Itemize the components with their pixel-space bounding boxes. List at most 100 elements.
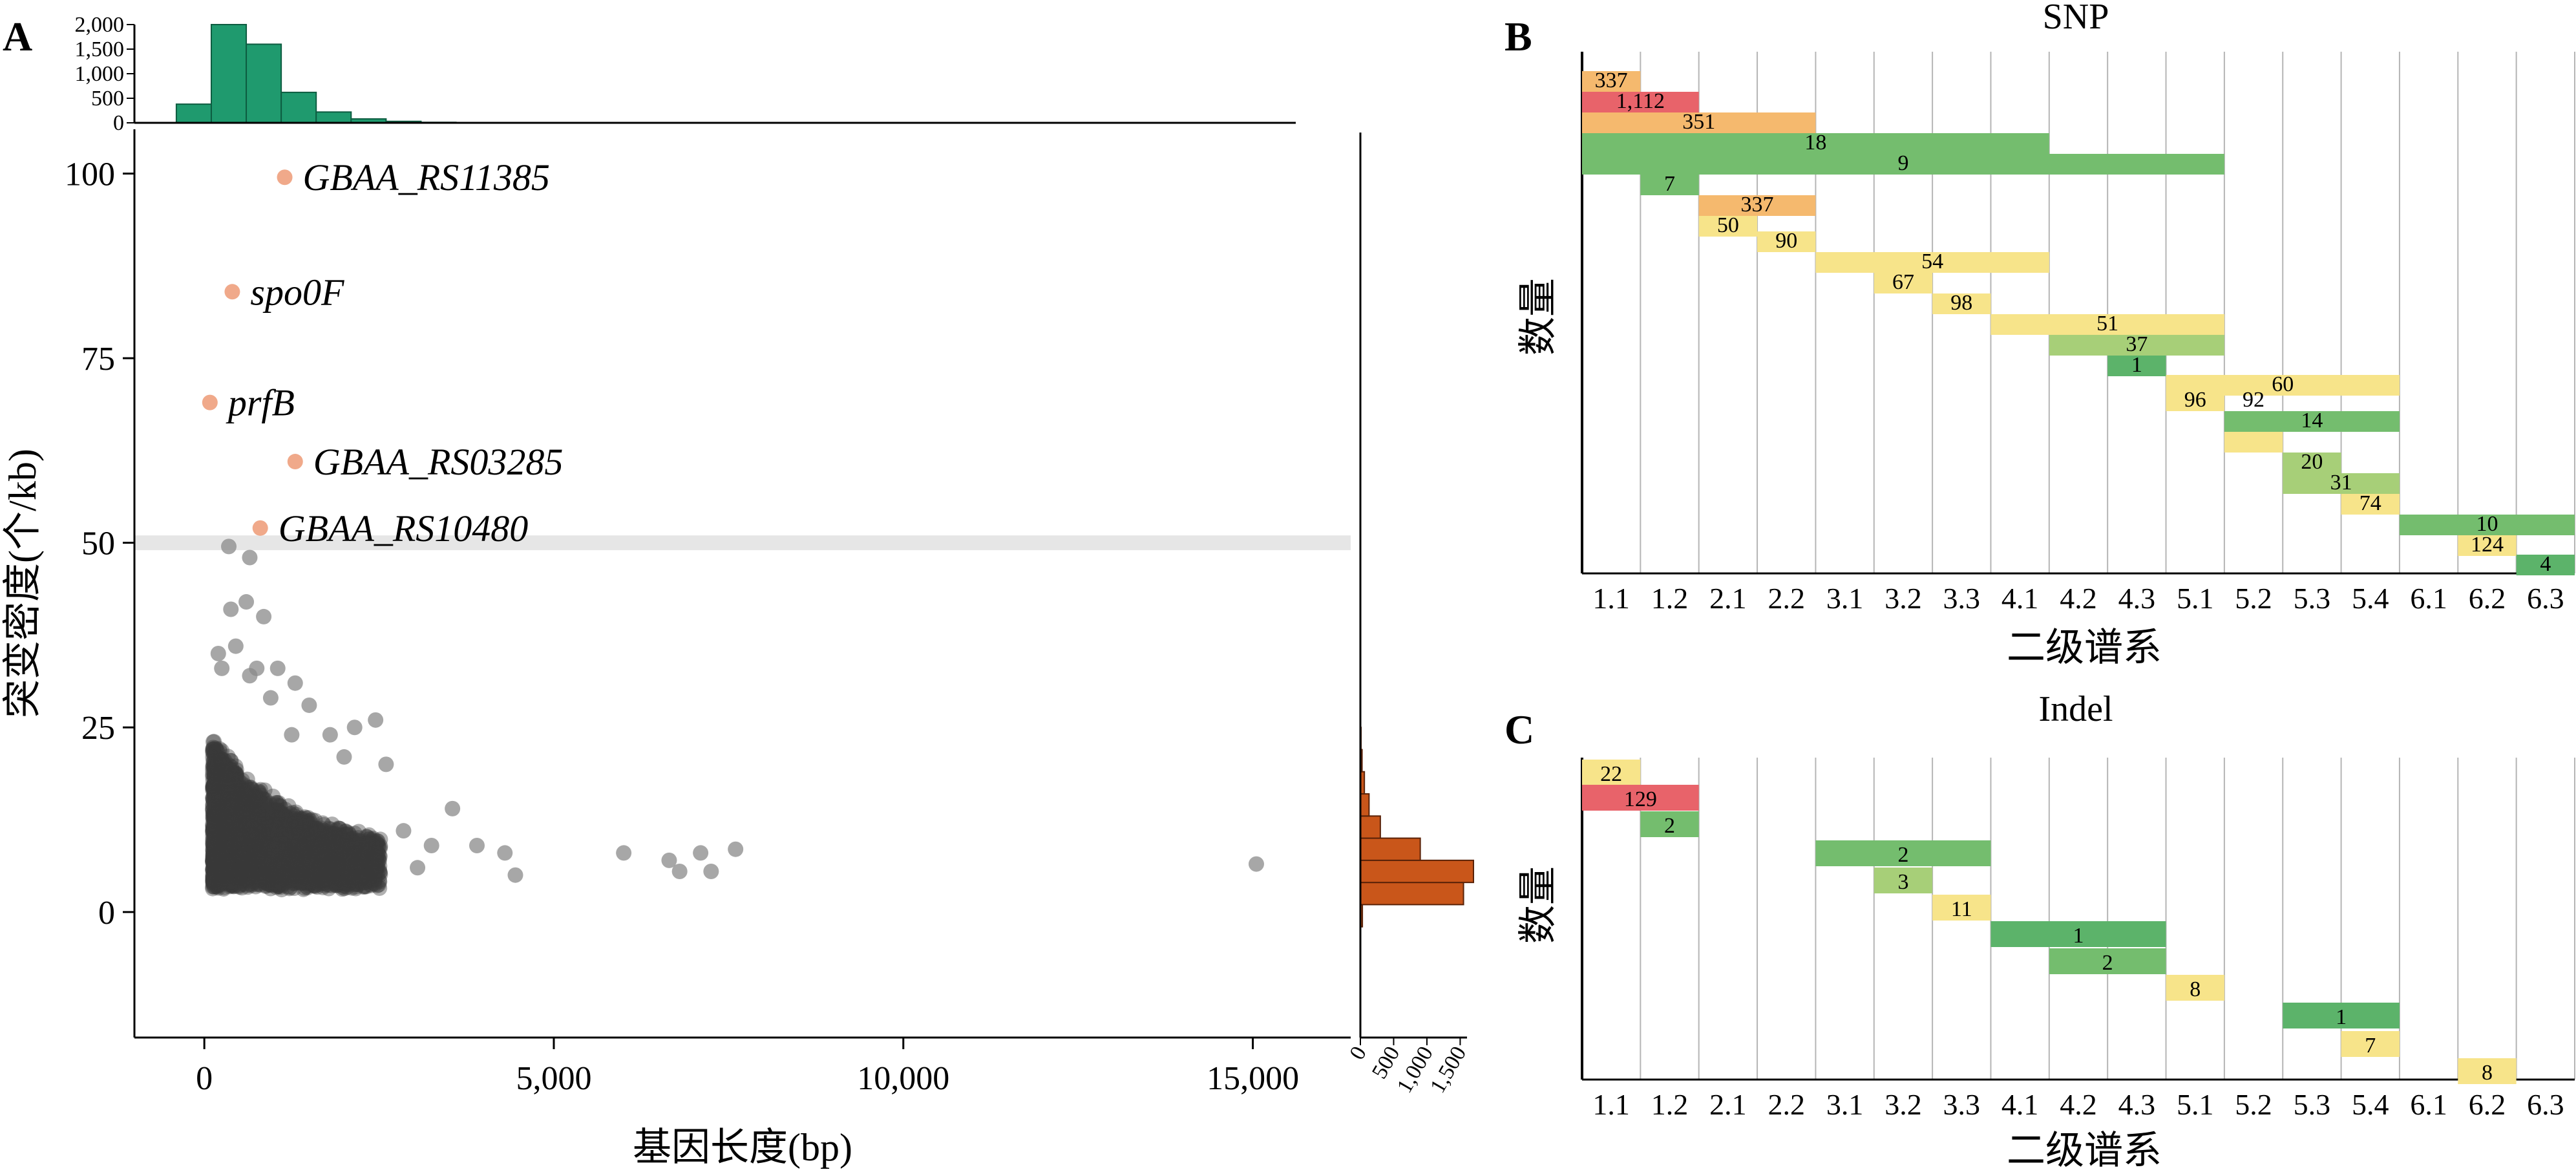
scatter-point xyxy=(327,831,343,847)
scatter-point xyxy=(308,872,324,888)
highlighted-gene-label: prfB xyxy=(226,382,295,424)
scatter-point xyxy=(236,863,252,879)
scatter-point xyxy=(216,881,232,897)
scatter-point xyxy=(693,845,709,861)
scatter-point xyxy=(208,864,224,880)
scatter-point xyxy=(258,877,274,893)
scatter-point xyxy=(220,849,236,865)
scatter-point xyxy=(311,823,328,839)
scatter-point xyxy=(244,841,260,857)
scatter-point xyxy=(284,727,300,743)
scatter-point xyxy=(279,864,295,880)
snp-cell-label: 351 xyxy=(1682,110,1715,134)
scatter-point xyxy=(339,861,355,877)
scatter-point xyxy=(340,869,356,885)
scatter-point xyxy=(227,797,244,813)
scatter-point xyxy=(259,873,275,889)
scatter-point xyxy=(322,855,338,871)
scatter-point xyxy=(339,858,355,875)
snp-cell-label: 67 xyxy=(1892,270,1914,294)
scatter-point xyxy=(206,844,222,860)
scatter-point xyxy=(206,856,222,872)
scatter-point xyxy=(282,868,299,884)
scatter-point xyxy=(238,862,254,879)
scatter-point xyxy=(248,802,264,818)
scatter-point xyxy=(324,857,340,873)
scatter-point xyxy=(240,844,256,860)
scatter-point xyxy=(248,791,264,807)
scatter-point xyxy=(218,872,234,888)
scatter-point xyxy=(357,836,374,853)
scatter-point xyxy=(307,878,323,894)
scatter-point xyxy=(362,877,378,893)
scatter-point xyxy=(368,840,384,856)
scatter-point xyxy=(350,838,366,854)
scatter-point xyxy=(205,835,221,851)
scatter-point xyxy=(341,855,357,871)
scatter-point xyxy=(259,858,275,875)
scatter-point xyxy=(208,815,224,831)
scatter-point xyxy=(259,827,275,843)
scatter-point xyxy=(212,804,228,820)
scatter-point xyxy=(290,865,306,881)
snp-x-axis-title: 二级谱系 xyxy=(2007,626,2162,669)
top-histogram-bar xyxy=(175,103,212,123)
y-tick-label: 0 xyxy=(98,895,115,932)
scatter-point xyxy=(205,853,221,869)
scatter-point xyxy=(295,840,311,857)
scatter-point xyxy=(300,836,316,853)
scatter-point xyxy=(260,849,277,865)
scatter-point xyxy=(366,851,383,867)
scatter-point xyxy=(322,727,338,743)
scatter-point xyxy=(372,864,388,880)
scatter-point xyxy=(269,813,285,829)
scatter-point xyxy=(314,873,330,889)
scatter-point xyxy=(241,856,257,872)
scatter-point xyxy=(224,877,240,893)
scatter-point xyxy=(290,869,306,886)
scatter-point xyxy=(256,815,272,831)
scatter-point xyxy=(319,862,335,879)
scatter-point xyxy=(257,811,273,827)
scatter-point xyxy=(213,754,229,770)
highlighted-gene-label: spo0F xyxy=(250,271,344,313)
scatter-point xyxy=(311,849,328,865)
snp-category-label: 5.3 xyxy=(2294,582,2331,615)
scatter-point xyxy=(227,859,244,875)
scatter-point xyxy=(260,812,276,828)
scatter-point xyxy=(271,866,287,882)
scatter-point xyxy=(325,826,341,842)
scatter-point xyxy=(332,873,348,889)
scatter-point xyxy=(252,851,268,867)
scatter-point xyxy=(322,838,339,855)
scatter-point xyxy=(211,789,227,805)
scatter-point xyxy=(364,869,381,885)
scatter-point xyxy=(205,854,221,870)
scatter-point xyxy=(274,832,290,848)
scatter-point xyxy=(352,840,368,856)
scatter-point xyxy=(244,850,260,866)
scatter-point xyxy=(211,854,227,870)
scatter-point xyxy=(225,766,241,782)
scatter-point xyxy=(328,836,344,852)
scatter-point xyxy=(211,807,227,823)
scatter-point xyxy=(224,813,240,829)
scatter-point xyxy=(227,819,244,835)
scatter-point xyxy=(217,769,233,785)
scatter-point xyxy=(330,875,346,891)
scatter-point xyxy=(363,835,379,851)
scatter-point xyxy=(301,838,317,854)
scatter-point xyxy=(271,827,287,843)
scatter-point xyxy=(363,856,379,872)
scatter-point xyxy=(316,864,332,880)
scatter-point xyxy=(216,755,232,771)
scatter-point xyxy=(345,870,361,886)
scatter-point xyxy=(299,825,315,841)
scatter-point xyxy=(299,849,315,866)
scatter-point xyxy=(339,854,355,870)
scatter-point xyxy=(205,824,221,840)
scatter-point xyxy=(293,871,309,887)
scatter-point xyxy=(218,780,234,796)
scatter-point xyxy=(369,833,385,849)
